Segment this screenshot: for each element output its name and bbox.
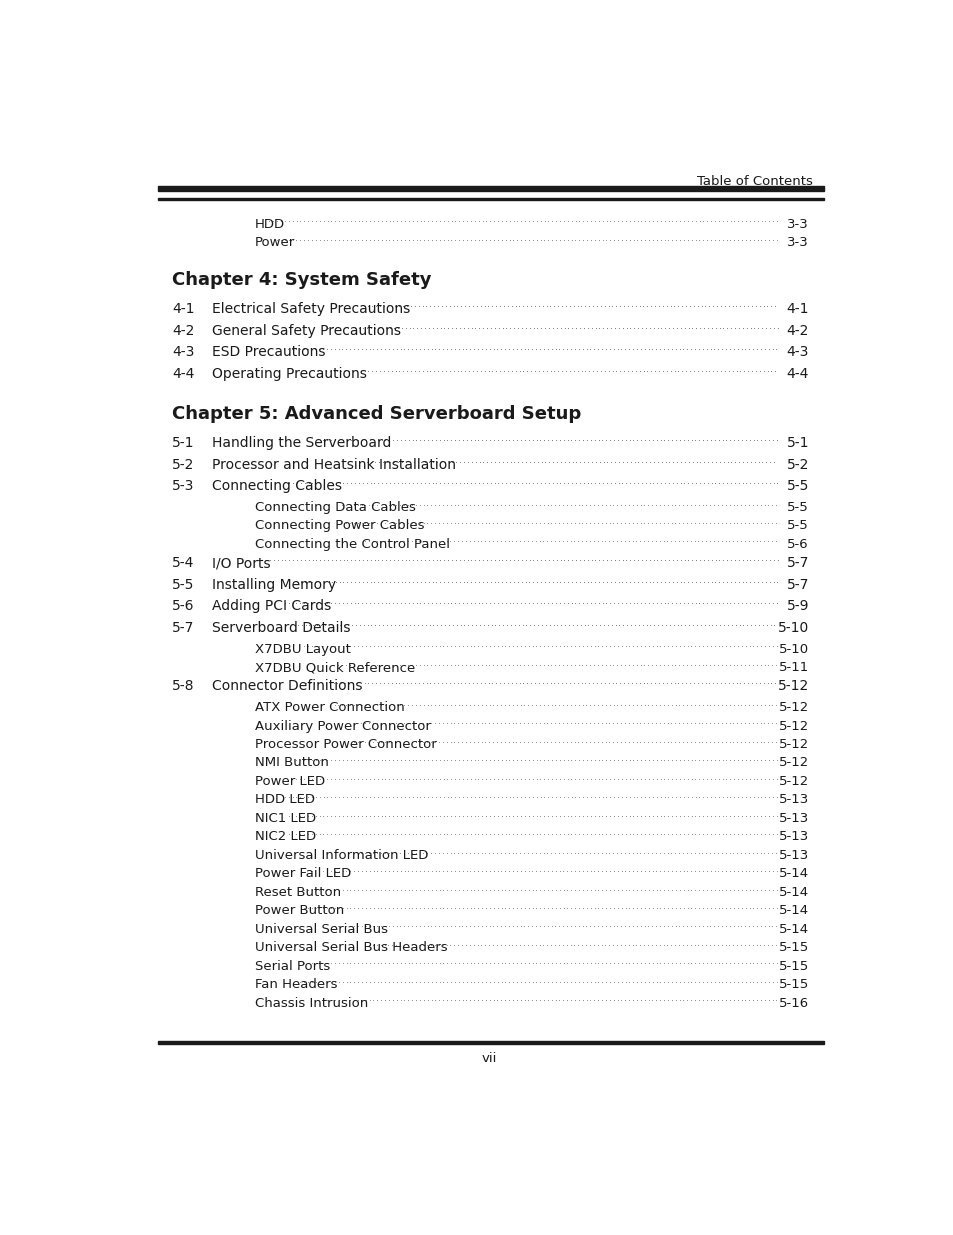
Text: Power LED: Power LED [254, 776, 325, 788]
Text: 5-12: 5-12 [778, 720, 808, 732]
Text: Fan Headers: Fan Headers [254, 978, 337, 992]
Text: 5-14: 5-14 [778, 923, 808, 936]
Text: 4-4: 4-4 [786, 367, 808, 380]
Text: Power Button: Power Button [254, 904, 344, 918]
Text: 5-12: 5-12 [778, 739, 808, 751]
Text: 5-13: 5-13 [778, 811, 808, 825]
Text: 5-13: 5-13 [778, 830, 808, 844]
Text: NMI Button: NMI Button [254, 757, 329, 769]
Text: 5-10: 5-10 [778, 642, 808, 656]
Text: General Safety Precautions: General Safety Precautions [212, 324, 401, 337]
Text: 4-3: 4-3 [786, 346, 808, 359]
Text: 5-7: 5-7 [786, 578, 808, 592]
Text: 3-3: 3-3 [786, 236, 808, 249]
Text: 5-4: 5-4 [172, 556, 194, 571]
Text: 5-16: 5-16 [778, 997, 808, 1010]
Text: ESD Precautions: ESD Precautions [212, 346, 325, 359]
Text: 3-3: 3-3 [786, 217, 808, 231]
Text: 5-8: 5-8 [172, 679, 194, 694]
Text: Connecting Cables: Connecting Cables [212, 479, 342, 493]
Text: 5-12: 5-12 [778, 757, 808, 769]
Text: Chapter 4: System Safety: Chapter 4: System Safety [172, 272, 431, 289]
Text: 5-13: 5-13 [778, 793, 808, 806]
Text: 5-5: 5-5 [786, 520, 808, 532]
Text: 5-14: 5-14 [778, 867, 808, 881]
Text: 5-12: 5-12 [778, 701, 808, 714]
Text: X7DBU Quick Reference: X7DBU Quick Reference [254, 661, 415, 674]
Bar [158, 1041, 823, 1044]
Text: Handling the Serverboard: Handling the Serverboard [212, 436, 392, 451]
Text: 5-5: 5-5 [786, 479, 808, 493]
Text: Installing Memory: Installing Memory [212, 578, 336, 592]
Text: NIC2 LED: NIC2 LED [254, 830, 315, 844]
Text: Connecting Power Cables: Connecting Power Cables [254, 520, 424, 532]
Text: 5-14: 5-14 [778, 885, 808, 899]
Text: Processor and Heatsink Installation: Processor and Heatsink Installation [212, 458, 456, 472]
Text: Serverboard Details: Serverboard Details [212, 621, 351, 635]
Text: Connector Definitions: Connector Definitions [212, 679, 362, 694]
Text: Universal Serial Bus Headers: Universal Serial Bus Headers [254, 941, 447, 955]
Text: NIC1 LED: NIC1 LED [254, 811, 315, 825]
Text: 4-4: 4-4 [172, 367, 194, 380]
Text: 5-1: 5-1 [785, 436, 808, 451]
Text: 5-10: 5-10 [777, 621, 808, 635]
Text: 5-6: 5-6 [172, 599, 194, 614]
Text: 4-1: 4-1 [785, 303, 808, 316]
Text: 5-12: 5-12 [778, 776, 808, 788]
Text: Universal Serial Bus: Universal Serial Bus [254, 923, 388, 936]
Text: 5-13: 5-13 [778, 848, 808, 862]
Text: ATX Power Connection: ATX Power Connection [254, 701, 404, 714]
Text: Chassis Intrusion: Chassis Intrusion [254, 997, 368, 1010]
Text: 5-12: 5-12 [777, 679, 808, 694]
Text: 5-15: 5-15 [778, 978, 808, 992]
Text: 5-7: 5-7 [172, 621, 194, 635]
Text: Connecting Data Cables: Connecting Data Cables [254, 501, 416, 514]
Text: HDD LED: HDD LED [254, 793, 314, 806]
Text: 5-2: 5-2 [172, 458, 194, 472]
Text: 5-11: 5-11 [778, 661, 808, 674]
Text: 4-3: 4-3 [172, 346, 194, 359]
Text: 5-1: 5-1 [172, 436, 194, 451]
Text: Reset Button: Reset Button [254, 885, 340, 899]
Text: I/O Ports: I/O Ports [212, 556, 271, 571]
Text: vii: vii [480, 1051, 497, 1065]
Text: Connecting the Control Panel: Connecting the Control Panel [254, 537, 450, 551]
Text: 5-7: 5-7 [786, 556, 808, 571]
Text: X7DBU Layout: X7DBU Layout [254, 642, 351, 656]
Text: Power: Power [254, 236, 294, 249]
Text: 5-15: 5-15 [778, 941, 808, 955]
Text: Operating Precautions: Operating Precautions [212, 367, 367, 380]
Text: Chapter 5: Advanced Serverboard Setup: Chapter 5: Advanced Serverboard Setup [172, 405, 580, 424]
Text: Table of Contents: Table of Contents [697, 175, 812, 188]
Text: Auxiliary Power Connector: Auxiliary Power Connector [254, 720, 431, 732]
Text: Processor Power Connector: Processor Power Connector [254, 739, 436, 751]
Text: 5-2: 5-2 [786, 458, 808, 472]
Text: 5-15: 5-15 [778, 960, 808, 973]
Text: 5-6: 5-6 [786, 537, 808, 551]
Text: 4-2: 4-2 [786, 324, 808, 337]
Text: 5-3: 5-3 [172, 479, 194, 493]
Text: 5-9: 5-9 [785, 599, 808, 614]
Text: 4-1: 4-1 [172, 303, 194, 316]
Text: Universal Information LED: Universal Information LED [254, 848, 428, 862]
Text: Electrical Safety Precautions: Electrical Safety Precautions [212, 303, 410, 316]
Text: HDD: HDD [254, 217, 285, 231]
Text: 5-5: 5-5 [172, 578, 194, 592]
Text: 4-2: 4-2 [172, 324, 194, 337]
Text: Serial Ports: Serial Ports [254, 960, 330, 973]
Text: Power Fail LED: Power Fail LED [254, 867, 351, 881]
Bar [158, 198, 823, 200]
Text: 5-5: 5-5 [786, 501, 808, 514]
Text: 5-14: 5-14 [778, 904, 808, 918]
Text: Adding PCI Cards: Adding PCI Cards [212, 599, 331, 614]
Bar [158, 185, 823, 191]
